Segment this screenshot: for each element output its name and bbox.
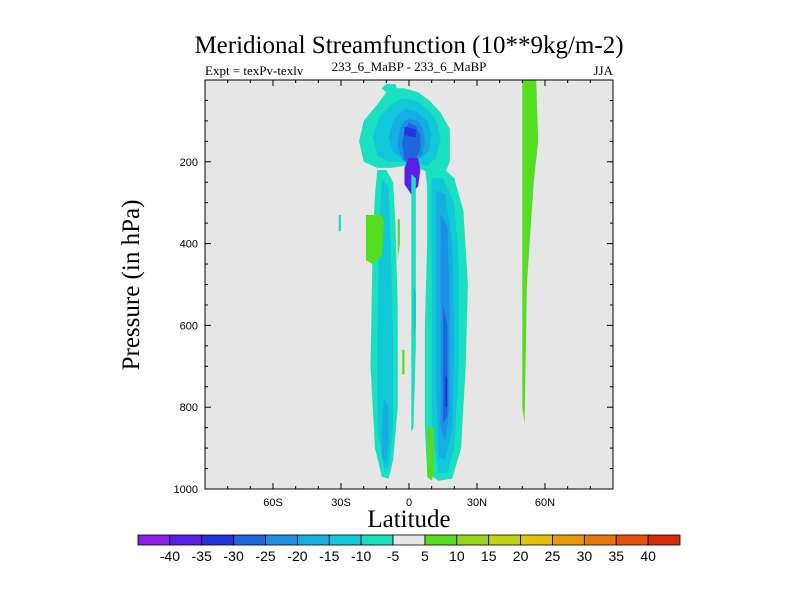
colorbar-label: -15 — [319, 548, 339, 564]
y-tick-label: 400 — [180, 239, 198, 251]
x-tick-label: 60N — [535, 497, 555, 509]
y-tick-label: 800 — [180, 402, 198, 414]
colorbar-swatch — [615, 534, 649, 546]
colorbar-swatch — [488, 534, 521, 546]
contour-green-patch-small — [402, 349, 405, 375]
colorbar-swatch — [647, 534, 681, 546]
colorbar-swatch — [169, 534, 203, 546]
y-tick-label: 600 — [180, 320, 198, 332]
contour-green-band-n — [522, 80, 539, 424]
chart-subtitle-left: Expt = texPv-texlv — [205, 63, 304, 78]
colorbar-swatch — [297, 534, 330, 546]
chart-title: Meridional Streamfunction (10**9kg/m-2) — [194, 32, 623, 59]
colorbar-label: 10 — [449, 548, 465, 564]
colorbar-label: -40 — [160, 548, 180, 564]
x-tick-label: 0 — [406, 497, 412, 509]
colorbar-label: 20 — [513, 548, 529, 564]
contour-upper-cell-30 — [404, 127, 416, 138]
x-axis-label: Latitude — [367, 506, 450, 533]
colorbar-swatch — [456, 534, 490, 546]
colorbar-label: 5 — [421, 548, 429, 564]
colorbar-label: 40 — [640, 548, 656, 564]
colorbar-label: 30 — [577, 548, 593, 564]
colorbar-swatch — [265, 534, 298, 546]
colorbar-label: -30 — [224, 548, 244, 564]
y-axis-ticks: 200 400 600 800 1000 — [174, 79, 613, 496]
y-tick-label: 200 — [180, 157, 198, 169]
colorbar-swatch — [360, 534, 394, 546]
colorbar-swatch — [583, 534, 617, 546]
colorbar-swatch — [201, 534, 235, 546]
colorbar-swatch — [328, 534, 362, 546]
colorbar-label: -10 — [351, 548, 371, 564]
colorbar-label: -20 — [287, 548, 307, 564]
colorbar-label: -25 — [255, 548, 275, 564]
contour-south-column-15 — [381, 399, 389, 465]
colorbar-label: -35 — [192, 548, 212, 564]
contour-green-patch-low — [427, 427, 434, 481]
colorbar-label: 15 — [481, 548, 497, 564]
colorbar-label: -5 — [387, 548, 400, 564]
contour-north-column-30 — [445, 374, 448, 408]
y-tick-label: 1000 — [174, 484, 198, 496]
contour-green-patch-sw — [365, 215, 385, 265]
x-tick-label: 60S — [263, 497, 283, 509]
colorbar-swatch — [424, 534, 458, 546]
chart-subtitle-right: JJA — [593, 63, 613, 78]
colorbar: -40 -35 -30 -25 -20 -15 -10 -5 5 10 15 20 25 30 35 40 — [137, 534, 681, 564]
colorbar-label: 25 — [545, 548, 561, 564]
contour-far-south-5 — [338, 215, 341, 232]
colorbar-swatch — [392, 534, 426, 546]
colorbar-swatch — [520, 534, 553, 546]
contour-fills — [338, 80, 539, 481]
contour-mid-column-10 — [413, 284, 416, 342]
x-tick-label: 30S — [331, 497, 351, 509]
colorbar-swatch — [552, 534, 585, 546]
y-axis-label: Pressure (in hPa) — [118, 200, 145, 371]
contour-green-patch-mid — [397, 219, 400, 260]
colorbar-label: 35 — [608, 548, 624, 564]
x-axis-ticks: 60S 30S 0 30N 60N — [204, 80, 614, 509]
contour-south-cap-5 — [381, 84, 398, 93]
chart-subtitle-center: 233_6_MaBP - 233_6_MaBP — [332, 59, 487, 74]
colorbar-swatch — [137, 534, 171, 546]
x-tick-label: 30N — [467, 497, 487, 509]
colorbar-swatch — [233, 534, 266, 546]
